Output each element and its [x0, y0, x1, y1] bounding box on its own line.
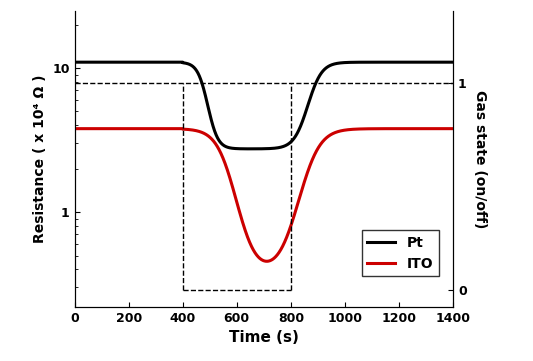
ITO: [312, 152, 318, 156]
X-axis label: Time (s): Time (s): [229, 330, 299, 345]
Pt: [372, 60, 378, 64]
Line: ITO: ITO: [75, 129, 453, 261]
Line: Pt: Pt: [75, 62, 453, 149]
Pt: [352, 60, 358, 64]
Legend: Pt, ITO: Pt, ITO: [362, 230, 439, 276]
ITO: [91, 126, 97, 131]
ITO: [372, 127, 378, 131]
Pt: [450, 60, 456, 64]
Pt: [91, 60, 97, 64]
Pt: [295, 129, 302, 133]
ITO: [208, 137, 215, 141]
Pt: [71, 60, 78, 64]
Pt: [248, 147, 254, 151]
ITO: [295, 199, 302, 203]
Y-axis label: Gas state (on/off): Gas state (on/off): [473, 90, 488, 228]
Y-axis label: Resistance ( x 10⁴ Ω ): Resistance ( x 10⁴ Ω ): [33, 75, 47, 243]
ITO: [71, 126, 78, 131]
ITO: [450, 126, 456, 131]
ITO: [352, 127, 358, 131]
Pt: [208, 119, 215, 123]
Pt: [312, 83, 318, 87]
ITO: [264, 259, 270, 264]
